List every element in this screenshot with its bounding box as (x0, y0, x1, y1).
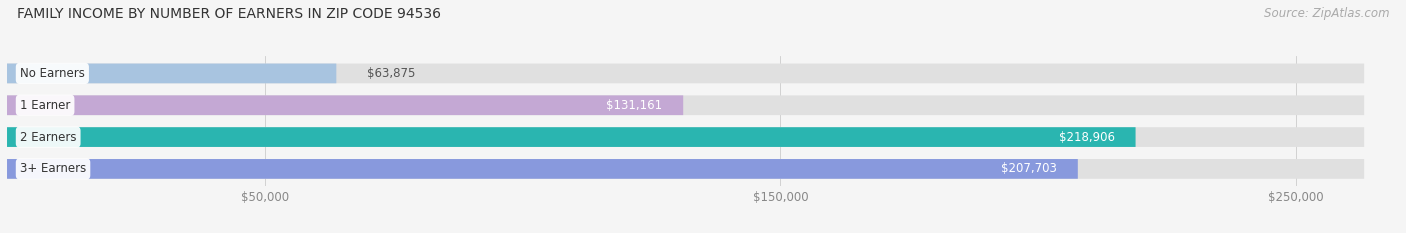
Text: No Earners: No Earners (20, 67, 84, 80)
FancyBboxPatch shape (7, 127, 1136, 147)
Text: $218,906: $218,906 (1059, 130, 1115, 144)
FancyBboxPatch shape (7, 95, 1364, 115)
Text: FAMILY INCOME BY NUMBER OF EARNERS IN ZIP CODE 94536: FAMILY INCOME BY NUMBER OF EARNERS IN ZI… (17, 7, 441, 21)
Text: 2 Earners: 2 Earners (20, 130, 76, 144)
Text: $63,875: $63,875 (367, 67, 416, 80)
Text: Source: ZipAtlas.com: Source: ZipAtlas.com (1264, 7, 1389, 20)
FancyBboxPatch shape (7, 159, 1364, 179)
FancyBboxPatch shape (7, 127, 1364, 147)
Text: 1 Earner: 1 Earner (20, 99, 70, 112)
Text: $207,703: $207,703 (1001, 162, 1057, 175)
FancyBboxPatch shape (7, 64, 1364, 83)
Text: 3+ Earners: 3+ Earners (20, 162, 86, 175)
FancyBboxPatch shape (7, 64, 336, 83)
FancyBboxPatch shape (7, 95, 683, 115)
Text: $131,161: $131,161 (606, 99, 662, 112)
FancyBboxPatch shape (7, 159, 1078, 179)
